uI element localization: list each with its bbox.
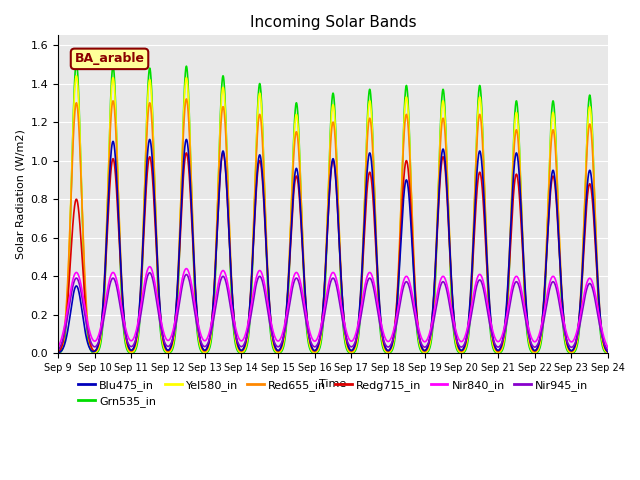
Legend: Blu475_in, Grn535_in, Yel580_in, Red655_in, Redg715_in, Nir840_in, Nir945_in: Blu475_in, Grn535_in, Yel580_in, Red655_…	[74, 375, 593, 411]
Title: Incoming Solar Bands: Incoming Solar Bands	[250, 15, 417, 30]
Y-axis label: Solar Radiation (W/m2): Solar Radiation (W/m2)	[15, 130, 25, 259]
X-axis label: Time: Time	[319, 379, 347, 389]
Text: BA_arable: BA_arable	[74, 52, 145, 65]
